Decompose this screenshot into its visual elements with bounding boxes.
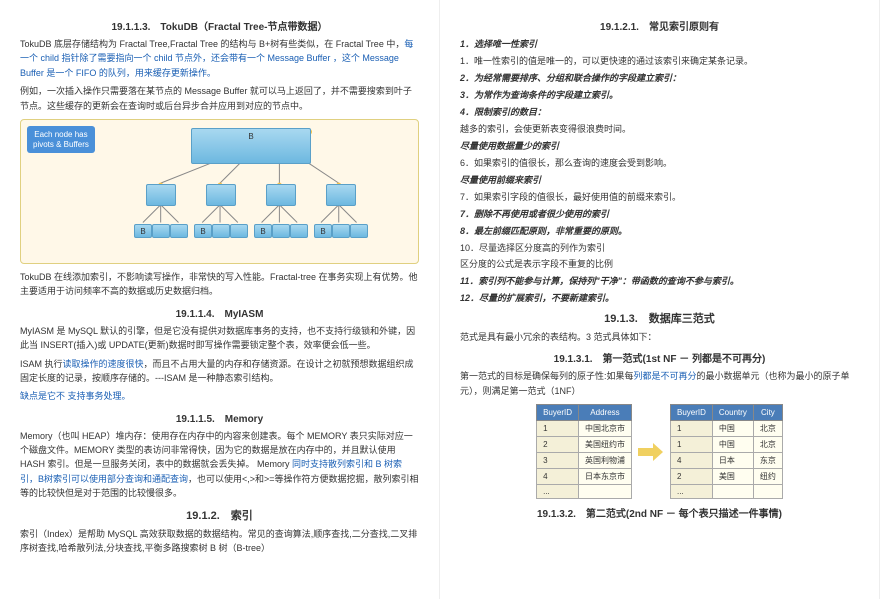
rule-bold: 12．尽量的扩展索引，不要新建索引。 <box>460 291 859 304</box>
paragraph: ISAM 执行读取操作的速度很快，而且不占用大量的内存和存储资源。在设计之初就预… <box>20 357 419 386</box>
rule-bold: 2．为经常需要排序、分组和联合操作的字段建立索引： <box>460 71 859 84</box>
tree-leaf <box>170 224 188 238</box>
table-row: 2美国纽约市 <box>537 437 632 453</box>
tree-leaf <box>290 224 308 238</box>
table-row: 4日本东京市 <box>537 469 632 485</box>
tree-leaf <box>152 224 170 238</box>
table-row: 1中国北京 <box>670 437 782 453</box>
tree-leaf: B <box>254 224 272 238</box>
tree-node-root: B <box>191 128 311 164</box>
rule-bold: 8．最左前缀匹配原则，非常重要的原则。 <box>460 224 859 237</box>
page-left: 19.1.1.3. TokuDB（Fractal Tree-节点带数据） Tok… <box>0 0 440 599</box>
paragraph: TokuDB 底层存储结构为 Fractal Tree,Fractal Tree… <box>20 37 419 80</box>
table-after: BuyerID Country City 1中国北京 1中国北京 4日本东京 2… <box>670 404 783 499</box>
heading-myiasm: 19.1.1.4. MyIASM <box>20 305 419 320</box>
tree-node <box>146 184 176 206</box>
text: ISAM 执行 <box>20 359 63 369</box>
table-header: Address <box>578 405 631 421</box>
heading-index-rules: 19.1.2.1. 常见索引原则有 <box>460 18 859 33</box>
paragraph: Memory（也叫 HEAP）堆内存：使用存在内存中的内容来创建表。每个 MEM… <box>20 429 419 501</box>
table-header: BuyerID <box>670 405 712 421</box>
rule-bold: 11．索引列不能参与计算，保持列"干净"：带函数的查询不参与索引。 <box>460 274 859 287</box>
tree-leaf <box>230 224 248 238</box>
tree-leaf: B <box>134 224 152 238</box>
paragraph: 范式是具有最小冗余的表结构。3 范式具体如下： <box>460 330 859 344</box>
tree-leaf: B <box>314 224 332 238</box>
rule-text: 1．唯一性索引的值是唯一的，可以更快速的通过该索引来确定某条记录。 <box>460 54 859 67</box>
nf1-tables: BuyerID Address 1中国北京市 2美国纽约市 3英国利物浦 4日本… <box>460 404 859 499</box>
table-header: Country <box>712 405 753 421</box>
tree-node <box>266 184 296 206</box>
table-row: 1中国北京 <box>670 421 782 437</box>
rule-text: 6．如果索引的值很长，那么查询的速度会受到影响。 <box>460 156 859 169</box>
rule-bold: 尽量使用数据量少的索引 <box>460 139 859 152</box>
tree-node <box>206 184 236 206</box>
tree-leaf: B <box>194 224 212 238</box>
fractal-tree-diagram: Each node has pivots & Buffers B <box>20 119 419 264</box>
heading-memory: 19.1.1.5. Memory <box>20 410 419 425</box>
tree-node <box>326 184 356 206</box>
arrow-icon <box>638 443 664 461</box>
tree-leaf <box>350 224 368 238</box>
table-row: 4日本东京 <box>670 453 782 469</box>
text: TokuDB 底层存储结构为 Fractal Tree,Fractal Tree… <box>20 39 404 49</box>
heading-tokudb: 19.1.1.3. TokuDB（Fractal Tree-节点带数据） <box>20 18 419 33</box>
heading-3nf: 19.1.3. 数据库三范式 <box>460 310 859 326</box>
heading-2nf: 19.1.3.2. 第二范式(2nd NF － 每个表只描述一件事情) <box>460 505 859 520</box>
table-before: BuyerID Address 1中国北京市 2美国纽约市 3英国利物浦 4日本… <box>536 404 632 499</box>
paragraph: 索引（Index）是帮助 MySQL 高效获取数据的数据结构。常见的查询算法,顺… <box>20 527 419 556</box>
paragraph-highlight: 缺点是它不 支持事务处理。 <box>20 389 419 403</box>
rule-bold: 1．选择唯一性索引 <box>460 37 859 50</box>
text-highlight: 读取操作的速度很快 <box>63 359 144 369</box>
table-row: ... <box>670 485 782 499</box>
tree-leaf <box>272 224 290 238</box>
rule-bold: 尽量使用前缀来索引 <box>460 173 859 186</box>
table-header: BuyerID <box>537 405 579 421</box>
paragraph: MyIASM 是 MySQL 默认的引擎，但是它没有提供对数据库事务的支持，也不… <box>20 324 419 353</box>
rule-text: 10．尽量选择区分度高的列作为索引 <box>460 241 859 254</box>
tree-leaf <box>332 224 350 238</box>
heading-1nf: 19.1.3.1. 第一范式(1st NF － 列都是不可再分) <box>460 350 859 365</box>
rule-bold: 7．删除不再使用或者很少使用的索引 <box>460 207 859 220</box>
rule-bold: 3．为常作为查询条件的字段建立索引。 <box>460 88 859 101</box>
rule-text: 区分度的公式是表示字段不重复的比例 <box>460 257 859 270</box>
table-row: 3英国利物浦 <box>537 453 632 469</box>
heading-index: 19.1.2. 索引 <box>20 507 419 523</box>
table-header-row: BuyerID Country City <box>670 405 782 421</box>
text-highlight: 列都是不可再分 <box>634 371 697 381</box>
page-right: 19.1.2.1. 常见索引原则有 1．选择唯一性索引 1．唯一性索引的值是唯一… <box>440 0 880 599</box>
paragraph: TokuDB 在线添加索引，不影响读写操作，非常快的写入性能。Fractal-t… <box>20 270 419 299</box>
paragraph: 第一范式的目标是确保每列的原子性:如果每列都是不可再分的最小数据单元（也称为最小… <box>460 369 859 398</box>
table-row: ... <box>537 485 632 499</box>
text: 第一范式的目标是确保每列的原子性:如果每 <box>460 371 634 381</box>
table-row: 2美国纽约 <box>670 469 782 485</box>
tree-leaf <box>212 224 230 238</box>
table-header-row: BuyerID Address <box>537 405 632 421</box>
paragraph: 例如，一次插入操作只需要落在某节点的 Message Buffer 就可以马上返… <box>20 84 419 113</box>
diagram-callout: Each node has pivots & Buffers <box>27 126 95 153</box>
rule-text: 7．如果索引字段的值很长，最好使用值的前缀来索引。 <box>460 190 859 203</box>
table-header: City <box>753 405 782 421</box>
table-row: 1中国北京市 <box>537 421 632 437</box>
rule-bold: 4．限制索引的数目： <box>460 105 859 118</box>
tree-area: B B B B B <box>131 124 408 257</box>
rule-text: 越多的索引，会使更新表变得很浪费时间。 <box>460 122 859 135</box>
